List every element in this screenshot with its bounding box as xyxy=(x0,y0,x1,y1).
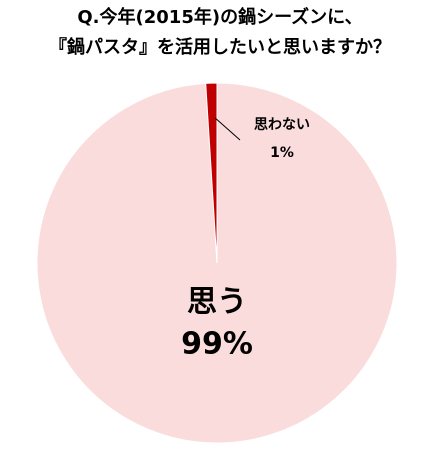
value-label: 1% xyxy=(270,145,294,161)
value-label: 99% xyxy=(181,327,253,362)
chart-title: Q.今年(2015年)の鍋シーズンに、 xyxy=(77,6,362,28)
chart-title: 『鍋パスタ』を活用したいと思いますか？ xyxy=(49,36,391,58)
leader-line xyxy=(214,117,241,141)
pie-slice xyxy=(205,82,218,264)
category-label: 思わない xyxy=(254,117,310,133)
category-label: 思う xyxy=(187,285,247,320)
